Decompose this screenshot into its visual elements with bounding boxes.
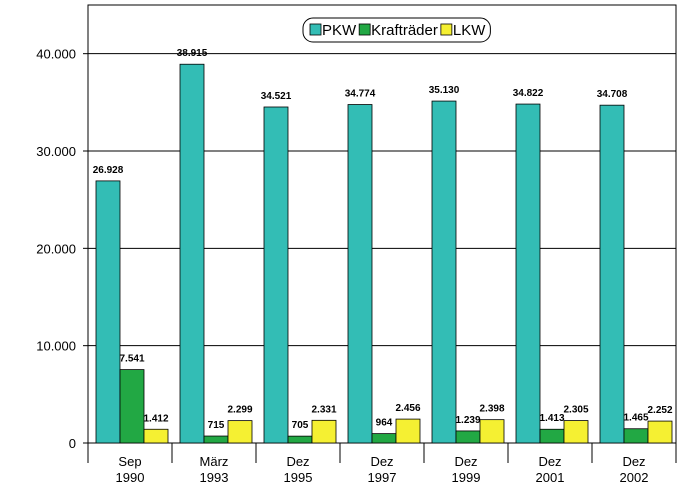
x-tick-label: Dez 2001 (536, 454, 565, 485)
bar (227, 420, 253, 444)
y-tick-label: 30.000 (36, 144, 76, 159)
y-tick-label: 20.000 (36, 241, 76, 256)
x-tick-label: Dez 2002 (620, 454, 649, 485)
bar (647, 420, 673, 444)
bar (347, 104, 373, 444)
bar (395, 418, 421, 444)
legend-swatch (440, 23, 453, 36)
x-tick-label: Sep 1990 (116, 454, 145, 485)
x-tick-label: März 1993 (200, 454, 229, 485)
value-label: 1.413 (539, 413, 564, 424)
value-label: 34.822 (513, 88, 544, 99)
value-label: 705 (292, 420, 309, 431)
bar (539, 428, 565, 444)
x-tick-label: Dez 1999 (452, 454, 481, 485)
x-tick-label: Dez 1995 (284, 454, 313, 485)
value-label: 7.541 (119, 354, 144, 365)
bar (203, 435, 229, 444)
value-label: 715 (208, 420, 225, 431)
bar (515, 103, 541, 444)
legend-label: LKW (453, 22, 486, 39)
y-tick-label: 40.000 (36, 47, 76, 62)
y-tick-label: 10.000 (36, 339, 76, 354)
bar (95, 180, 121, 444)
value-label: 1.465 (623, 413, 648, 424)
bar (179, 63, 205, 444)
bar (563, 420, 589, 444)
plot-area (87, 4, 677, 444)
bar (431, 100, 457, 444)
legend: PKW Krafträder LKW (302, 17, 491, 43)
value-label: 2.398 (479, 404, 504, 415)
value-label: 26.928 (93, 165, 124, 176)
value-label: 34.521 (261, 91, 292, 102)
value-label: 2.252 (647, 405, 672, 416)
bar (287, 435, 313, 444)
value-label: 2.305 (563, 405, 588, 416)
y-tick-label: 0 (69, 436, 76, 451)
bar (143, 428, 169, 444)
legend-swatch (309, 23, 322, 36)
value-label: 2.331 (311, 404, 336, 415)
bar (623, 428, 649, 444)
value-label: 2.299 (227, 405, 252, 416)
bar (311, 419, 337, 444)
value-label: 2.456 (395, 403, 420, 414)
bar (371, 433, 397, 444)
value-label: 34.708 (597, 89, 628, 100)
value-label: 1.412 (143, 413, 168, 424)
bar (119, 369, 145, 444)
legend-label: PKW (322, 22, 357, 39)
bar (455, 430, 481, 444)
value-label: 35.130 (429, 85, 460, 96)
bar (263, 106, 289, 444)
value-label: 38.915 (177, 48, 208, 59)
bar (599, 104, 625, 444)
legend-label: Krafträder (371, 22, 438, 39)
bar (479, 419, 505, 444)
legend-swatch (358, 23, 371, 36)
value-label: 1.239 (455, 415, 480, 426)
value-label: 964 (376, 418, 393, 429)
value-label: 34.774 (345, 89, 376, 100)
x-tick-label: Dez 1997 (368, 454, 397, 485)
